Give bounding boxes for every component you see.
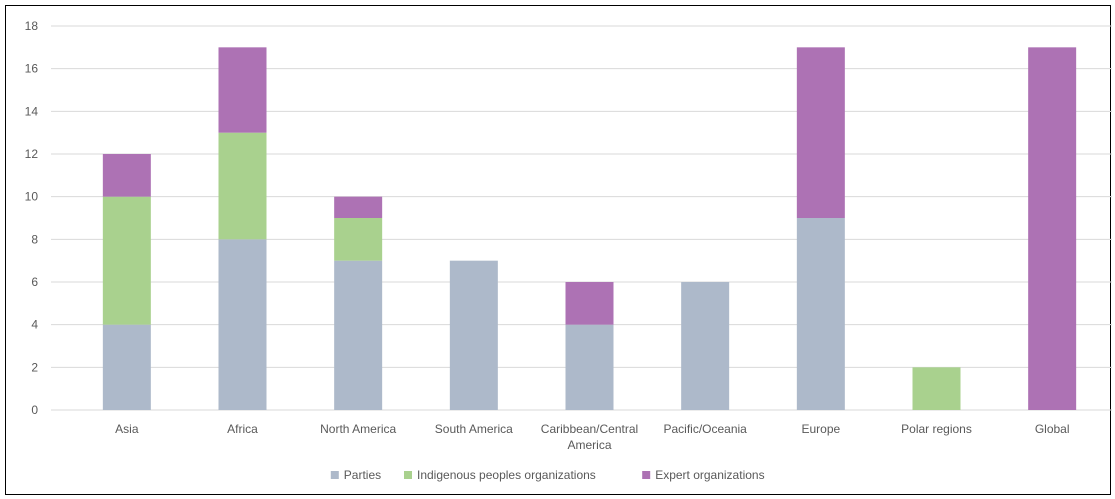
bar-parties	[218, 239, 267, 410]
x-tick-label: Caribbean/Central	[541, 422, 638, 436]
x-tick-label: Global	[1035, 422, 1070, 436]
bar-expert-organizations	[565, 282, 614, 325]
bar-indigenous-peoples-organizations	[912, 367, 961, 410]
bar-expert-organizations	[1028, 47, 1077, 410]
x-tick-label: Europe	[801, 422, 840, 436]
bar-parties	[565, 324, 614, 410]
legend-swatch-parties	[330, 471, 339, 479]
legend-label: Indigenous peoples organizations	[417, 468, 596, 482]
legend-label: Expert organizations	[655, 468, 764, 482]
x-tick-label: Pacific/Oceania	[663, 422, 747, 436]
bar-expert-organizations	[102, 154, 151, 197]
y-tick-label: 16	[25, 62, 39, 76]
y-tick-label: 18	[25, 19, 39, 33]
bar-parties	[102, 324, 151, 410]
x-tick-label: Polar regions	[901, 422, 972, 436]
bar-parties	[681, 282, 730, 410]
bar-indigenous-peoples-organizations	[218, 132, 267, 240]
bar-parties	[796, 218, 845, 410]
y-tick-label: 14	[25, 104, 39, 118]
y-tick-label: 0	[31, 403, 38, 417]
x-tick-label: North America	[320, 422, 396, 436]
bar-parties	[334, 260, 383, 410]
y-tick-label: 10	[25, 190, 39, 204]
y-tick-label: 12	[25, 147, 39, 161]
x-tick-label: South America	[435, 422, 513, 436]
chart-frame: 0 2 4 6 8 10 12 14 16 18 Asia Africa North America So…	[5, 5, 1112, 495]
y-tick-label: 8	[31, 232, 38, 246]
bar-indigenous-peoples-organizations	[334, 218, 383, 261]
legend-label: Parties	[344, 468, 381, 482]
y-tick-label: 4	[31, 318, 38, 332]
x-tick-label: Africa	[227, 422, 258, 436]
y-tick-label: 6	[31, 275, 38, 289]
bar-parties	[449, 260, 498, 410]
legend-swatch-indigenous-peoples-organizations	[404, 471, 412, 479]
stacked-bar-chart: 0 2 4 6 8 10 12 14 16 18 Asia Africa North America So…	[25, 19, 1112, 482]
y-tick-label: 2	[31, 360, 38, 374]
x-tick-label: Asia	[115, 422, 139, 436]
bar-expert-organizations	[218, 47, 267, 133]
bar-expert-organizations	[796, 47, 845, 219]
x-tick-label: America	[567, 438, 611, 452]
bar-indigenous-peoples-organizations	[102, 196, 151, 325]
bar-expert-organizations	[334, 196, 383, 218]
legend-swatch-expert-organizations	[642, 471, 651, 479]
